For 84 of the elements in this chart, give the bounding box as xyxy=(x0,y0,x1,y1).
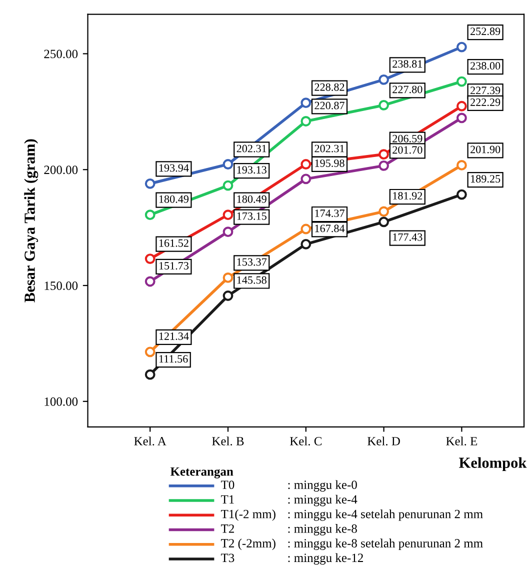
data-label: 238.81 xyxy=(392,60,422,68)
data-label: 145.58 xyxy=(237,276,266,284)
point xyxy=(300,159,312,170)
legend-label: T2 (-2mm) xyxy=(221,538,276,550)
data-label: 201.70 xyxy=(392,146,422,154)
data-label: 189.25 xyxy=(471,175,500,183)
point xyxy=(222,226,234,238)
data-label: 180.49 xyxy=(237,195,266,203)
point xyxy=(222,272,234,283)
x-tick-label: Kel. B xyxy=(212,436,244,446)
y-tick-label: 150.00 xyxy=(44,282,78,290)
point xyxy=(378,100,390,110)
y-tick-label: 250.00 xyxy=(44,50,78,58)
data-label: 238.00 xyxy=(470,62,500,70)
point xyxy=(300,174,312,184)
data-label: 220.87 xyxy=(314,102,344,110)
point xyxy=(222,210,234,220)
data-label: 202.31 xyxy=(236,144,266,152)
text: : minggu ke-8 setelah penurunan 2 mm xyxy=(288,538,483,550)
point xyxy=(456,76,467,87)
data-label: 180.49 xyxy=(159,195,189,203)
data-label: 206.59 xyxy=(392,134,422,142)
data-label: 227.80 xyxy=(392,86,422,94)
text: : minggu ke-4 xyxy=(288,494,358,506)
point xyxy=(456,112,467,124)
point xyxy=(456,42,467,52)
text: : minggu ke-4 setelah penurunan 2 mm xyxy=(288,509,483,521)
point xyxy=(144,178,156,189)
point xyxy=(378,160,390,171)
point xyxy=(144,346,156,358)
x-axis-title: Kelompok xyxy=(459,457,527,472)
data-label: 121.34 xyxy=(159,332,189,340)
data-label: 222.29 xyxy=(470,98,500,106)
text: : minggu ke-0 xyxy=(288,480,357,492)
point xyxy=(222,180,234,191)
point xyxy=(144,369,156,380)
legend-label: T1(-2 mm) xyxy=(221,509,276,521)
point xyxy=(300,98,312,108)
point xyxy=(300,224,312,234)
point xyxy=(144,210,156,220)
y-tick-label: 200.00 xyxy=(44,166,78,174)
data-label: 153.37 xyxy=(237,258,267,266)
data-label: 202.31 xyxy=(314,144,344,152)
data-label: 201.90 xyxy=(470,146,500,154)
point xyxy=(222,159,234,170)
point xyxy=(378,149,390,160)
data-label: 252.89 xyxy=(470,28,500,36)
text: : minggu ke-12 xyxy=(288,553,363,565)
data-label: 151.73 xyxy=(159,262,189,270)
data-label: 227.39 xyxy=(470,86,500,94)
point xyxy=(378,206,390,217)
x-tick-label: Kel. D xyxy=(367,436,400,446)
point xyxy=(456,160,467,170)
data-label: 228.82 xyxy=(314,83,344,91)
data-label: 161.52 xyxy=(159,239,188,247)
point xyxy=(300,238,312,250)
legend-label: T1 xyxy=(221,495,234,504)
legend-label: T2 xyxy=(221,524,234,533)
y-tick-label: 100.00 xyxy=(44,397,78,406)
x-tick-label: Kel. A xyxy=(134,436,166,446)
data-label: 181.92 xyxy=(393,192,422,200)
point xyxy=(144,276,156,287)
data-label: 167.84 xyxy=(315,224,345,232)
data-label: 111.56 xyxy=(159,355,188,363)
data-label: 174.37 xyxy=(315,210,344,218)
point xyxy=(378,74,390,85)
point xyxy=(456,189,467,200)
text: : minggu ke-8 xyxy=(288,524,357,536)
data-label: 193.13 xyxy=(237,166,266,174)
data-label: 193.94 xyxy=(159,164,189,172)
point xyxy=(222,290,234,301)
point xyxy=(300,116,312,126)
legend-label: T0 xyxy=(221,480,234,490)
data-label: 195.98 xyxy=(315,159,344,167)
legend-label: T3 xyxy=(221,554,234,562)
y-axis-title: Besar Gaya Tarik (gram) xyxy=(24,139,38,302)
data-label: 173.15 xyxy=(237,212,266,220)
x-tick-label: Kel. E xyxy=(446,436,478,446)
point xyxy=(378,216,390,228)
point xyxy=(456,100,467,112)
point xyxy=(144,254,156,264)
legend-title: Keterangan xyxy=(170,467,234,478)
data-label: 177.43 xyxy=(393,233,422,241)
x-tick-label: Kel. C xyxy=(290,436,322,446)
